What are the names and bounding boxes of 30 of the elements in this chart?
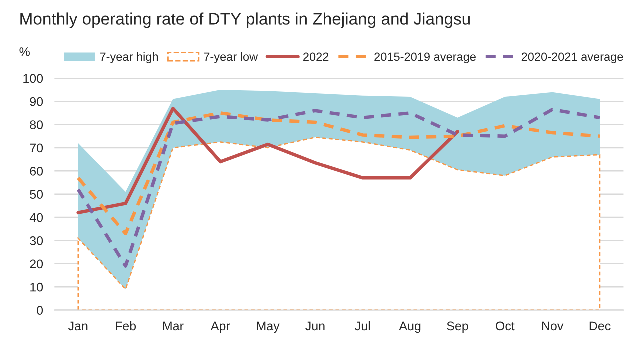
y-tick-label: 90	[30, 97, 44, 106]
x-tick-label: Jun	[306, 322, 325, 331]
legend-label: 2015-2019 average	[374, 52, 476, 64]
x-tick-label: Nov	[542, 322, 564, 331]
y-tick-label: 20	[30, 260, 44, 269]
y-tick-label: 30	[30, 236, 44, 246]
y-tick-label: 40	[30, 213, 44, 222]
y-tick-label: 100	[24, 74, 44, 84]
legend-label: 7-year high	[100, 52, 158, 64]
x-tick-label: Oct	[496, 322, 515, 331]
x-tick-label: Aug	[399, 322, 421, 334]
legend-label: 7-year low	[204, 52, 258, 64]
chart-title: Monthly operating rate of DTY plants in Zhejiang and Jiangsu	[20, 12, 470, 28]
x-tick-label: Jan	[68, 322, 88, 331]
x-tick-label: Apr	[210, 322, 230, 334]
y-tick-label: 80	[30, 120, 44, 130]
x-tick-label: Dec	[590, 322, 611, 331]
x-tick-label: May	[257, 322, 280, 334]
x-tick-label: Sep	[447, 322, 468, 334]
y-tick-label: 60	[30, 166, 44, 176]
y-tick-label: 10	[30, 282, 44, 292]
legend-label: 2020-2021 average	[522, 52, 624, 64]
x-tick-label: Mar	[163, 322, 184, 331]
y-tick-label: 50	[30, 190, 44, 200]
x-tick-label: Jul	[355, 321, 370, 331]
y-axis-title: %	[20, 48, 30, 56]
y-tick-label: 70	[30, 144, 44, 153]
y-tick-label: 0	[37, 306, 44, 315]
x-tick-label: Feb	[116, 321, 136, 331]
legend-label: 2022	[304, 52, 329, 62]
